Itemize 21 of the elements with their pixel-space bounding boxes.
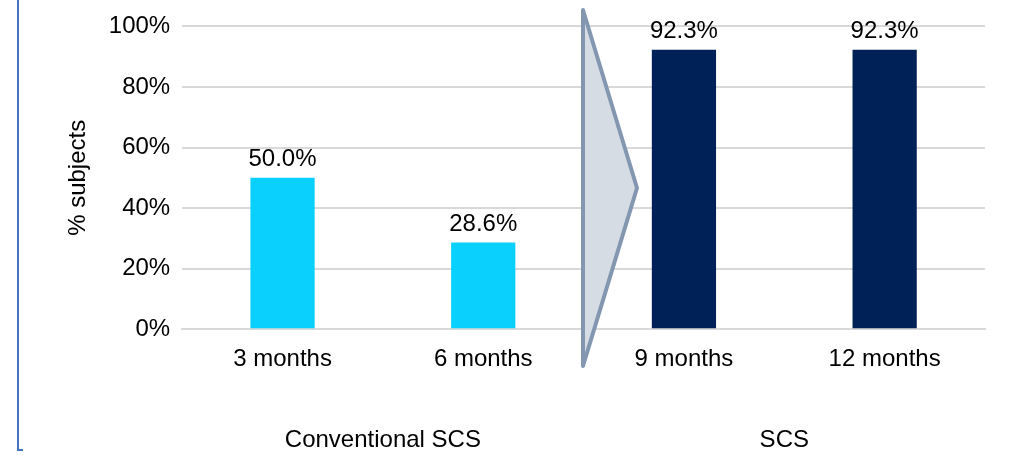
data-label: 92.3%: [649, 16, 718, 44]
data-label: 28.6%: [449, 209, 518, 237]
bar: [852, 49, 917, 329]
bar: [451, 242, 516, 329]
text: Conventional SCS: [284, 424, 481, 452]
y-tick-label: 20%: [122, 253, 171, 281]
data-label: 92.3%: [850, 16, 919, 44]
y-tick-label: 40%: [122, 192, 171, 220]
text: SCS: [759, 424, 809, 452]
x-tick-label: 3 months: [233, 344, 332, 372]
y-tick-label: 60%: [122, 132, 171, 160]
y-tick-label: 0%: [135, 313, 171, 341]
y-tick-label: 100%: [108, 11, 171, 39]
y-tick-label: 80%: [122, 71, 171, 99]
x-tick-label: 9 months: [634, 344, 734, 372]
y-axis-title: % subjects: [63, 119, 91, 236]
data-label: 50.0%: [248, 144, 317, 172]
x-tick-label: 12 months: [828, 344, 941, 372]
bar: [250, 177, 315, 329]
x-tick-label: 6 months: [433, 344, 533, 372]
bar: [651, 49, 717, 329]
